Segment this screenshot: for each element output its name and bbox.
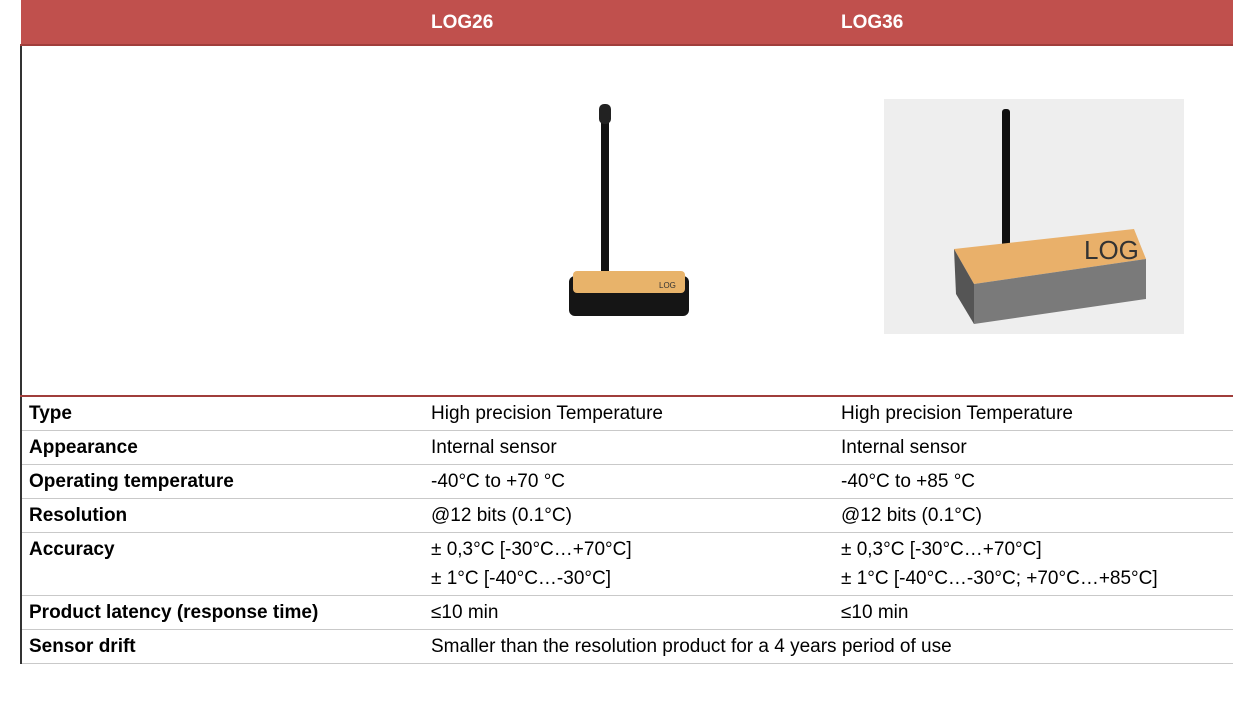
row-cell: Smaller than the resolution product for …	[424, 630, 1233, 664]
cell-line: ± 0,3°C [-30°C…+70°C]	[841, 535, 1227, 564]
row-label: Type	[21, 396, 424, 431]
row-cell: -40°C to +85 °C	[834, 465, 1233, 499]
cell-line: Internal sensor	[431, 433, 827, 462]
header-cell: LOG26	[424, 0, 834, 45]
cell-line: ≤10 min	[431, 598, 827, 627]
table-row: Accuracy± 0,3°C [-30°C…+70°C]± 1°C [-40°…	[21, 533, 1233, 596]
cell-line: @12 bits (0.1°C)	[841, 501, 1227, 530]
image-cell: LOG	[424, 45, 834, 396]
header-cell: LOG36	[834, 0, 1233, 45]
cell-line: High precision Temperature	[841, 399, 1227, 428]
image-cell: LOG	[834, 45, 1233, 396]
table-row: Resolution@12 bits (0.1°C)@12 bits (0.1°…	[21, 499, 1233, 533]
cell-line: ± 0,3°C [-30°C…+70°C]	[431, 535, 827, 564]
header-empty	[21, 0, 424, 45]
cell-line: -40°C to +85 °C	[841, 467, 1227, 496]
row-cell: Internal sensor	[834, 431, 1233, 465]
row-cell: High precision Temperature	[834, 396, 1233, 431]
cell-line: ≤10 min	[841, 598, 1227, 627]
image-row: LOG LOG	[21, 45, 1233, 396]
row-label: Resolution	[21, 499, 424, 533]
cell-line: ± 1°C [-40°C…-30°C; +70°C…+85°C]	[841, 564, 1227, 593]
row-cell: -40°C to +70 °C	[424, 465, 834, 499]
row-cell: Internal sensor	[424, 431, 834, 465]
cell-line: Internal sensor	[841, 433, 1227, 462]
cell-line: High precision Temperature	[431, 399, 827, 428]
row-label: Accuracy	[21, 533, 424, 596]
row-label: Sensor drift	[21, 630, 424, 664]
image-empty	[21, 45, 424, 396]
row-label: Product latency (response time)	[21, 596, 424, 630]
spec-table: LOG26 LOG36 LOG LOG	[20, 0, 1233, 664]
row-cell: @12 bits (0.1°C)	[834, 499, 1233, 533]
row-cell: ± 0,3°C [-30°C…+70°C]± 1°C [-40°C…-30°C]	[424, 533, 834, 596]
row-label: Operating temperature	[21, 465, 424, 499]
table-row: Product latency (response time)≤10 min≤1…	[21, 596, 1233, 630]
header-row: LOG26 LOG36	[21, 0, 1233, 45]
row-cell: ≤10 min	[834, 596, 1233, 630]
cell-line: ± 1°C [-40°C…-30°C]	[431, 564, 827, 593]
row-cell: ± 0,3°C [-30°C…+70°C]± 1°C [-40°C…-30°C;…	[834, 533, 1233, 596]
cell-line: -40°C to +70 °C	[431, 467, 827, 496]
cell-line: @12 bits (0.1°C)	[431, 501, 827, 530]
row-cell: @12 bits (0.1°C)	[424, 499, 834, 533]
svg-text:LOG: LOG	[659, 281, 676, 290]
cell-line: Smaller than the resolution product for …	[431, 632, 1227, 661]
page: LOG26 LOG36 LOG LOG	[0, 0, 1233, 708]
row-cell: ≤10 min	[424, 596, 834, 630]
table-row: Operating temperature-40°C to +70 °C -40°…	[21, 465, 1233, 499]
row-cell: High precision Temperature	[424, 396, 834, 431]
svg-text:LOG: LOG	[1084, 235, 1139, 265]
device-image: LOG	[549, 96, 709, 336]
row-label: Appearance	[21, 431, 424, 465]
device-image: LOG	[884, 99, 1184, 334]
